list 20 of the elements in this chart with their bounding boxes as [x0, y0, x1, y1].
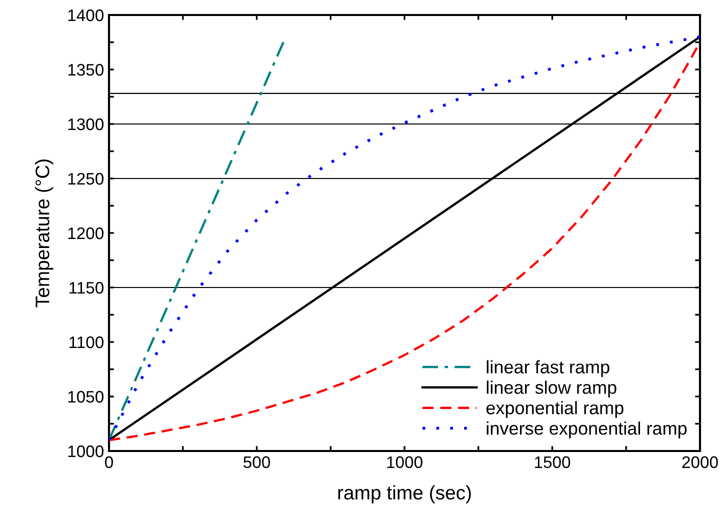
y-tick-label: 1100	[70, 336, 104, 348]
legend-label: inverse exponential ramp	[486, 422, 687, 438]
legend-label: exponential ramp	[486, 401, 624, 418]
y-tick-label: 1200	[68, 227, 104, 240]
y-tick-label: 1150	[70, 282, 104, 294]
x-tick-label: 1500	[534, 456, 570, 468]
y-tick-label: 1250	[68, 172, 104, 185]
legend-label: linear fast ramp	[486, 360, 610, 378]
x-tick-label: 2000	[682, 456, 718, 468]
x-tick-label: 500	[244, 456, 270, 468]
y-tick-label: 1300	[68, 118, 104, 130]
y-tick-label: 1350	[68, 64, 104, 76]
x-tick-label: 1000	[387, 456, 422, 468]
x-axis-title: ramp time (sec)	[338, 485, 471, 504]
y-axis-title: Temperature (°C)	[35, 160, 54, 308]
x-tick-label: 0	[105, 456, 113, 468]
legend-label: linear slow ramp	[486, 380, 616, 398]
y-tick-label: 1400	[68, 9, 104, 22]
y-tick-label: 1000	[68, 445, 104, 458]
y-tick-label: 1050	[68, 390, 104, 403]
